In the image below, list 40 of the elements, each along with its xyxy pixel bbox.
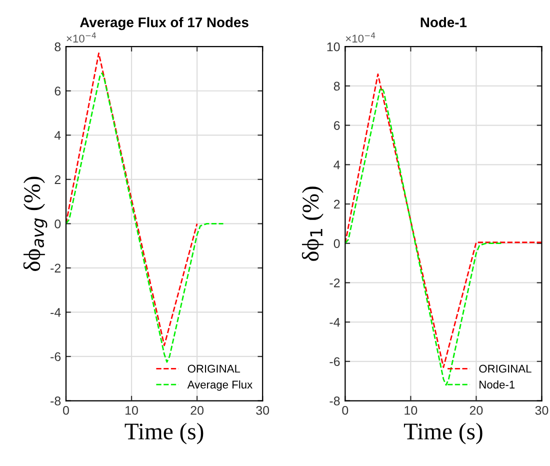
chart-title: Node-1: [420, 17, 467, 28]
legend-label: Node-1: [480, 380, 515, 389]
y-tick-label: -2: [330, 278, 340, 288]
x-tick-label: 0: [63, 406, 69, 415]
y-tick-label: -4: [330, 318, 340, 327]
text: ×10$^{−4}$: [346, 32, 376, 43]
text: ×10$^{−4}$: [66, 32, 96, 43]
legend-label: Average Flux: [187, 380, 252, 391]
legend-label: ORIGINAL: [479, 364, 532, 373]
y-tick-label: 10: [327, 42, 340, 52]
y-tick-label: -8: [50, 396, 61, 406]
y-axis-title: δϕ$_{1}$ (%): [302, 186, 324, 261]
y-tick-label: 6: [334, 121, 340, 130]
y-tick-label: -2: [50, 264, 61, 272]
x-axis-title: Time (s): [404, 422, 482, 444]
y-axis-title: δϕ$_{avg}$ (%): [23, 176, 48, 271]
y-tick-label: 0: [54, 219, 61, 228]
x-tick-label: 30: [535, 406, 548, 415]
y-tick-label: -8: [330, 396, 340, 406]
y-tick-label: 4: [54, 131, 61, 140]
x-tick-label: 0: [342, 406, 348, 415]
x-tick-label: 30: [256, 406, 270, 415]
y-tick-label: 8: [54, 42, 61, 52]
y-tick-label: 4: [334, 160, 340, 170]
chart-title: Average Flux of 17 Nodes: [80, 17, 248, 30]
y-tick-label: 6: [54, 86, 61, 96]
x-tick-label: 20: [190, 406, 204, 415]
y-tick-label: 0: [334, 239, 340, 248]
x-axis-title: Time (s): [124, 422, 204, 444]
line-series: [66, 72, 224, 363]
legend-label: ORIGINAL: [188, 364, 240, 373]
y-tick-label: -6: [50, 352, 61, 362]
y-tick-label: 2: [54, 175, 61, 184]
y-tick-label: -6: [330, 357, 340, 366]
x-tick-label: 20: [470, 406, 483, 415]
y-tick-label: -4: [50, 308, 61, 317]
y-tick-label: 8: [334, 82, 340, 91]
x-tick-label: 10: [404, 406, 418, 415]
y-tick-label: 2: [334, 200, 340, 209]
x-tick-label: 10: [126, 406, 138, 415]
